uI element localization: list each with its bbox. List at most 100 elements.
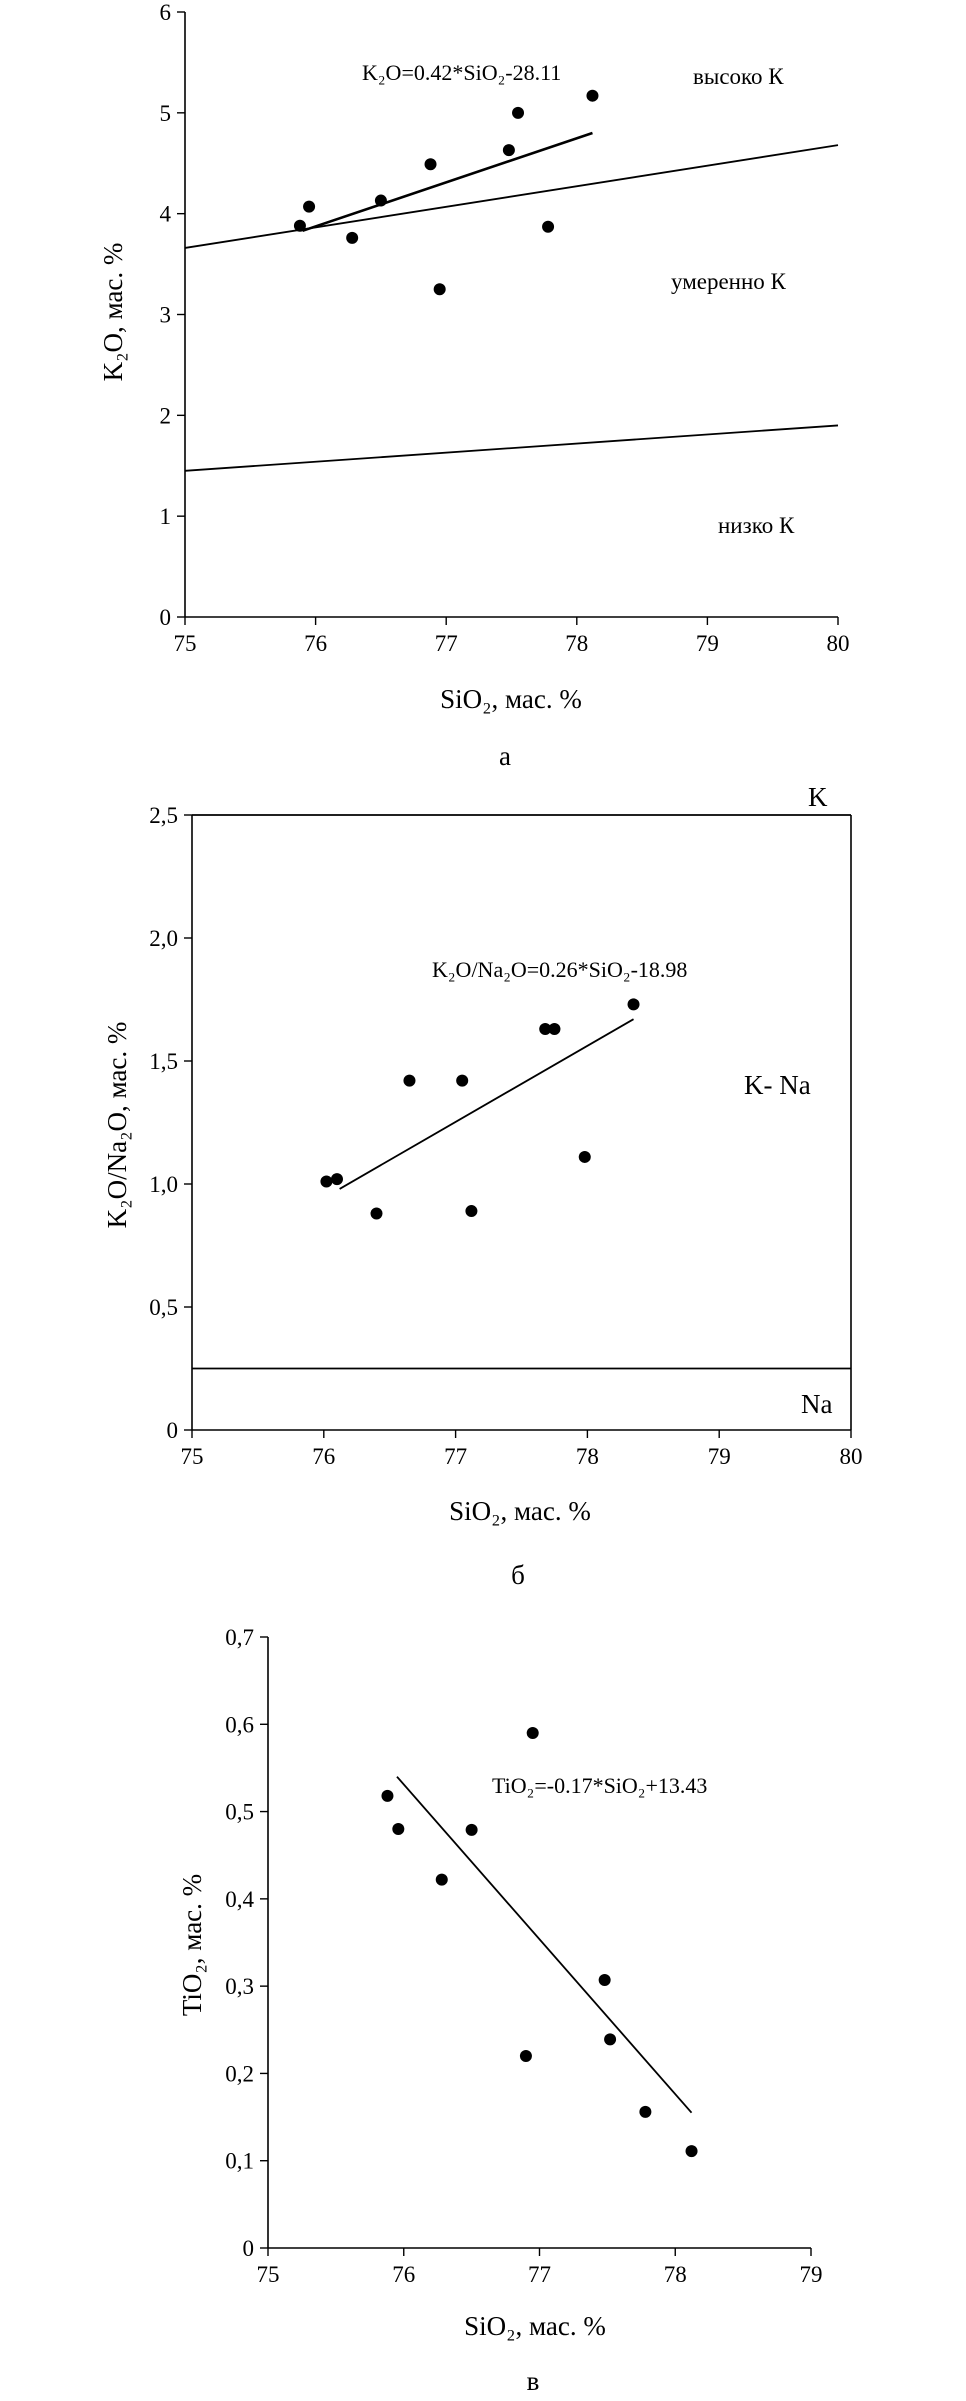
panel-b-points bbox=[320, 998, 640, 1220]
panel-a-data-point bbox=[586, 89, 599, 102]
panel-a-data-point bbox=[346, 231, 359, 244]
panel-a-x-tick-label: 77 bbox=[435, 631, 458, 656]
panel-b-data-point bbox=[627, 998, 640, 1011]
panel-b-y-label: K₂O/Na₂O, мас. % bbox=[102, 1022, 132, 1229]
panel-c-regression-line bbox=[396, 1776, 693, 2114]
panel-a-x-tick-label: 79 bbox=[696, 631, 719, 656]
panel-c-x-tick-label: 77 bbox=[528, 2262, 551, 2287]
panel-b-data-point bbox=[320, 1175, 333, 1188]
panel-b-data-point bbox=[456, 1074, 469, 1087]
panel-b-y-tick-label: 0 bbox=[167, 1418, 179, 1443]
panel-b-data-point bbox=[548, 1023, 561, 1036]
panel-b-data-point bbox=[578, 1150, 591, 1163]
panel-a-regression-line bbox=[302, 131, 593, 233]
panel-c-trendline bbox=[396, 1776, 693, 2114]
panel-c-y-tick-label: 0,6 bbox=[225, 1712, 254, 1737]
panel-b-letter: б bbox=[511, 1560, 525, 1590]
panel-b-zone-na: Na bbox=[801, 1389, 832, 1419]
panel-a-y-tick-label: 3 bbox=[160, 303, 172, 328]
panel-b-x-tick-label: 80 bbox=[840, 1444, 863, 1469]
panel-b-chart: 75 76 77 78 79 80 0 0,5 1,0 1,5 2,0 2,5 K₂O/Na₂O=0.… bbox=[102, 782, 863, 1590]
panel-c-x-tick-label: 78 bbox=[664, 2262, 687, 2287]
panel-b-x-label: SiO₂, мас. % bbox=[449, 1496, 591, 1526]
panel-c-y-tick-label: 0,7 bbox=[225, 1625, 254, 1650]
panel-a-data-point bbox=[542, 220, 555, 233]
panel-c-y-label: TiO₂, мас. % bbox=[177, 1874, 207, 2016]
panel-a-boundaries bbox=[184, 144, 839, 472]
panel-c-x-tick-label: 75 bbox=[257, 2262, 280, 2287]
panel-b-regression-line bbox=[339, 1018, 634, 1190]
panel-a-boundary-line bbox=[184, 424, 839, 472]
panel-a-x-tick-label: 78 bbox=[565, 631, 588, 656]
panel-c-data-point bbox=[392, 1823, 405, 1836]
panel-a-zone-low: низко К bbox=[718, 513, 795, 538]
panel-a-data-point bbox=[293, 219, 306, 232]
panel-a-data-point bbox=[502, 144, 515, 157]
panel-b-x-tick-label: 78 bbox=[576, 1444, 599, 1469]
panel-a-ticks: 75 76 77 78 79 80 0 1 2 3 4 5 6 bbox=[160, 0, 850, 656]
panel-c-x-tick-label: 76 bbox=[392, 2262, 415, 2287]
panel-a-x-tick-label: 76 bbox=[304, 631, 327, 656]
panel-a-x-tick-label: 75 bbox=[174, 631, 197, 656]
panel-c-x-label: SiO₂, мас. % bbox=[464, 2311, 606, 2341]
panel-c-y-tick-label: 0,4 bbox=[225, 1887, 254, 1912]
panel-c-data-point bbox=[598, 1974, 611, 1987]
panel-b-y-tick-label: 2,5 bbox=[149, 803, 178, 828]
panel-c-y-tick-label: 0,1 bbox=[225, 2149, 254, 2174]
panel-b-data-point bbox=[370, 1207, 383, 1220]
panel-a-y-tick-label: 1 bbox=[160, 504, 172, 529]
panel-c-y-tick-label: 0,2 bbox=[225, 2061, 254, 2086]
panel-a-data-point bbox=[424, 158, 437, 171]
panel-c-y-tick-label: 0 bbox=[243, 2236, 255, 2261]
panel-a-x-tick-label: 80 bbox=[827, 631, 850, 656]
panel-c-data-point bbox=[639, 2105, 652, 2118]
panel-a-y-tick-label: 2 bbox=[160, 403, 172, 428]
panel-c-y-tick-label: 0,5 bbox=[225, 1800, 254, 1825]
panel-b-x-tick-label: 76 bbox=[312, 1444, 335, 1469]
panel-a-y-tick-label: 5 bbox=[160, 101, 172, 126]
panel-a-y-label: K₂O, мас. % bbox=[98, 243, 128, 382]
panel-b-y-tick-label: 1,0 bbox=[149, 1172, 178, 1197]
panel-a-letter: а bbox=[499, 741, 511, 771]
panel-c-points bbox=[381, 1727, 698, 2158]
panel-a-zone-moderate: умеренно К bbox=[671, 269, 787, 294]
panel-a-data-point bbox=[512, 106, 525, 119]
panel-b-y-tick-label: 0,5 bbox=[149, 1295, 178, 1320]
panel-c-data-point bbox=[465, 1823, 478, 1836]
panel-c-data-point bbox=[435, 1873, 448, 1886]
panel-b-zone-kna: K- Na bbox=[744, 1070, 811, 1100]
panel-b-ticks: 75 76 77 78 79 80 0 0,5 1,0 1,5 2,0 2,5 bbox=[149, 803, 862, 1469]
panel-b-boundaries bbox=[192, 814, 851, 1370]
panel-a-boundary-line bbox=[184, 144, 839, 249]
panel-c-x-tick-label: 79 bbox=[800, 2262, 823, 2287]
panel-b-y-tick-label: 1,5 bbox=[149, 1049, 178, 1074]
panel-a-data-point bbox=[374, 194, 387, 207]
panel-a-data-point bbox=[433, 283, 446, 296]
panel-a-trendline bbox=[302, 131, 593, 233]
panel-b-equation: K₂O/Na₂O=0.26*SiO₂-18.98 bbox=[432, 957, 687, 982]
panel-c-ticks: 75 76 77 78 79 0 0,1 0,2 0,3 0,4 0,5 0,6 0,7 bbox=[225, 1625, 822, 2287]
panel-c-equation: TiO₂=-0.17*SiO₂+13.43 bbox=[492, 1773, 707, 1798]
panel-c-chart: 75 76 77 78 79 0 0,1 0,2 0,3 0,4 0,5 0,6 0,7 TiO₂=-0… bbox=[177, 1625, 823, 2396]
panel-c-data-point bbox=[519, 2049, 532, 2062]
panel-a-equation: K₂O=0.42*SiO₂-28.11 bbox=[362, 60, 561, 85]
panel-a-y-tick-label: 4 bbox=[160, 202, 172, 227]
panel-a-y-tick-label: 6 bbox=[160, 0, 172, 25]
panel-c-data-point bbox=[604, 2033, 617, 2046]
panel-c-y-tick-label: 0,3 bbox=[225, 1974, 254, 1999]
panel-c-letter: в bbox=[527, 2366, 540, 2396]
panel-b-trendline bbox=[339, 1018, 634, 1190]
panel-c-data-point bbox=[685, 2145, 698, 2158]
panel-b-data-point bbox=[465, 1205, 478, 1218]
panel-c-data-point bbox=[526, 1727, 539, 1740]
panel-a-data-point bbox=[303, 200, 316, 213]
panel-b-data-point bbox=[403, 1074, 416, 1087]
panel-a-y-tick-label: 0 bbox=[160, 605, 172, 630]
panel-a-points bbox=[293, 89, 599, 296]
panel-b-zone-k: K bbox=[808, 782, 828, 812]
panel-b-x-tick-label: 75 bbox=[181, 1444, 204, 1469]
panel-b-x-tick-label: 77 bbox=[444, 1444, 467, 1469]
panel-b-x-tick-label: 79 bbox=[708, 1444, 731, 1469]
panel-b-data-point bbox=[539, 1023, 552, 1036]
